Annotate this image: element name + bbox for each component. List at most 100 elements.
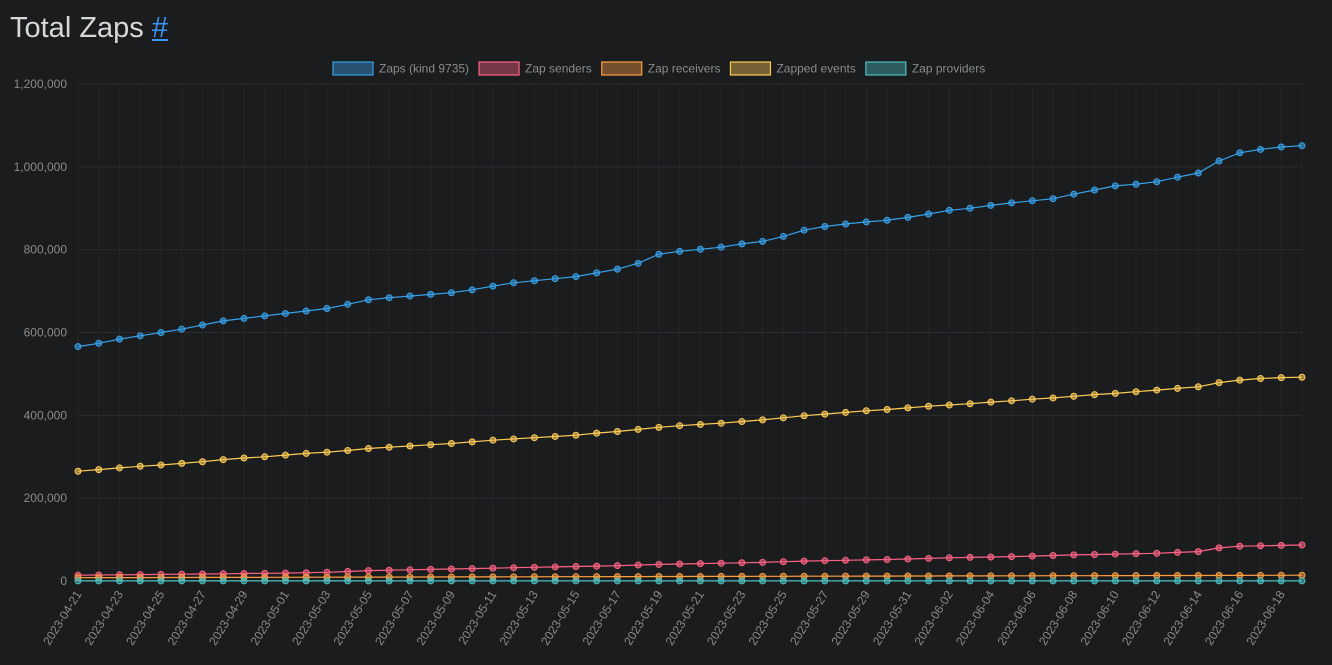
data-point	[219, 577, 227, 585]
data-point	[1298, 541, 1306, 549]
data-point	[717, 559, 725, 567]
data-point	[1091, 577, 1099, 585]
data-point	[406, 577, 414, 585]
data-point	[1132, 577, 1140, 585]
legend-item[interactable]: Zaps (kind 9735)	[332, 61, 469, 76]
data-point	[1236, 542, 1244, 550]
data-point	[551, 577, 559, 585]
legend-item[interactable]: Zap receivers	[601, 61, 721, 76]
data-point	[468, 286, 476, 294]
data-point	[759, 577, 767, 585]
x-tick-label: 2023-04-27	[165, 588, 210, 648]
y-tick-label: 800,000	[24, 243, 68, 257]
data-point	[925, 402, 933, 410]
y-tick-label: 600,000	[24, 326, 68, 340]
data-point	[219, 317, 227, 325]
legend-item[interactable]: Zapped events	[729, 61, 856, 76]
data-point	[1111, 182, 1119, 190]
data-point	[925, 210, 933, 218]
data-point	[1174, 384, 1182, 392]
data-point	[862, 577, 870, 585]
data-point	[74, 343, 82, 351]
legend-label[interactable]: Zap providers	[912, 62, 985, 76]
data-point	[1049, 577, 1057, 585]
data-point	[468, 565, 476, 573]
data-point	[1298, 571, 1306, 579]
legend-swatch[interactable]	[332, 61, 374, 76]
legend-label[interactable]: Zaps (kind 9735)	[379, 62, 469, 76]
data-point	[821, 577, 829, 585]
x-tick-label: 2023-04-29	[206, 588, 251, 648]
data-point	[966, 577, 974, 585]
x-tick-label: 2023-05-23	[704, 588, 749, 648]
data-point	[178, 577, 186, 585]
data-point	[1111, 389, 1119, 397]
data-point	[323, 304, 331, 312]
x-tick-label: 2023-06-06	[994, 588, 1039, 648]
legend-label[interactable]: Zapped events	[776, 62, 855, 76]
data-point	[447, 289, 455, 297]
legend-item[interactable]: Zap providers	[865, 61, 985, 76]
data-point	[883, 577, 891, 585]
data-point	[385, 443, 393, 451]
data-point	[510, 577, 518, 585]
legend-item[interactable]: Zap senders	[478, 61, 592, 76]
permalink-anchor[interactable]: #	[151, 12, 168, 44]
data-point	[945, 577, 953, 585]
legend-swatch[interactable]	[865, 61, 907, 76]
data-point	[800, 557, 808, 565]
data-point	[1194, 577, 1202, 585]
legend-swatch[interactable]	[729, 61, 772, 76]
data-point	[1277, 577, 1285, 585]
data-point	[883, 555, 891, 563]
x-tick-label: 2023-05-29	[828, 588, 873, 648]
data-point	[1257, 577, 1265, 585]
data-point	[634, 425, 642, 433]
data-point	[364, 577, 372, 585]
data-point	[572, 431, 580, 439]
data-point	[157, 461, 165, 469]
data-point	[593, 562, 601, 570]
data-point	[510, 564, 518, 572]
legend-swatch[interactable]	[478, 61, 520, 76]
data-point	[655, 560, 663, 568]
x-tick-label: 2023-04-25	[123, 588, 168, 648]
data-point	[779, 232, 787, 240]
data-point	[1153, 178, 1161, 186]
legend-label[interactable]: Zap senders	[525, 62, 592, 76]
data-point	[427, 290, 435, 298]
data-point	[572, 577, 580, 585]
legend-swatch[interactable]	[601, 61, 643, 76]
data-point	[821, 557, 829, 565]
x-tick-label: 2023-05-27	[787, 588, 832, 648]
data-point	[1028, 577, 1036, 585]
legend-label[interactable]: Zap receivers	[648, 62, 721, 76]
data-point	[281, 451, 289, 459]
data-point	[427, 441, 435, 449]
data-point	[1028, 552, 1036, 560]
data-point	[385, 566, 393, 574]
data-point	[1153, 549, 1161, 557]
data-point	[593, 429, 601, 437]
data-point	[655, 250, 663, 258]
data-point	[987, 577, 995, 585]
data-point	[1091, 550, 1099, 558]
data-point	[344, 567, 352, 575]
data-point	[613, 577, 621, 585]
data-point	[925, 554, 933, 562]
data-point	[904, 555, 912, 563]
data-point	[530, 563, 538, 571]
data-point	[676, 422, 684, 430]
data-point	[178, 325, 186, 333]
data-point	[987, 553, 995, 561]
data-point	[323, 577, 331, 585]
x-tick-label: 2023-05-21	[663, 588, 708, 648]
data-point	[1028, 395, 1036, 403]
data-point	[344, 577, 352, 585]
data-point	[1215, 577, 1223, 585]
data-point	[987, 201, 995, 209]
data-point	[1070, 392, 1078, 400]
data-point	[1298, 577, 1306, 585]
data-point	[261, 453, 269, 461]
data-point	[385, 294, 393, 302]
